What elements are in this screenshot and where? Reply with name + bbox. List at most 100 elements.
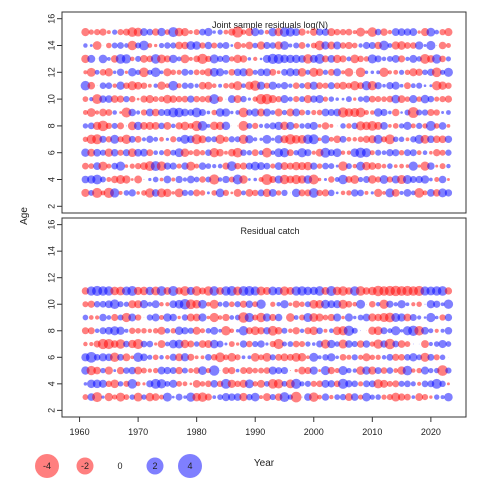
bubble <box>227 379 236 388</box>
bubble <box>134 314 142 321</box>
bubble <box>157 27 166 37</box>
bubble <box>165 302 170 307</box>
bubble <box>293 96 300 103</box>
bubble <box>291 352 301 362</box>
bubble <box>240 149 247 156</box>
bubble <box>127 68 137 77</box>
bubble <box>356 340 365 348</box>
bubble <box>274 108 283 117</box>
bubble <box>374 55 382 63</box>
bubble <box>368 162 377 170</box>
bubble <box>321 189 330 197</box>
bubble <box>424 303 426 305</box>
bubble <box>239 340 248 348</box>
bubble <box>358 394 364 400</box>
bubble <box>115 161 126 171</box>
y-tick-label: 4 <box>46 381 56 386</box>
legend-entry: -4 <box>35 454 59 478</box>
bubble <box>268 81 277 90</box>
bubble <box>252 42 259 49</box>
bubble <box>145 392 155 402</box>
bubble <box>148 177 152 182</box>
bubble <box>321 299 330 309</box>
bubble <box>333 54 342 64</box>
bubble <box>268 95 277 104</box>
bubble <box>188 69 194 75</box>
bubble <box>423 316 427 319</box>
bubble <box>350 54 360 64</box>
bubble <box>399 83 404 88</box>
bubble <box>427 353 435 361</box>
bubble <box>140 148 148 157</box>
bubble <box>355 286 366 296</box>
bubble <box>136 191 140 195</box>
bubble <box>444 287 453 295</box>
bubble <box>121 312 132 323</box>
bubble <box>392 123 399 129</box>
bubble <box>186 161 196 171</box>
bubble <box>82 162 89 170</box>
bubble <box>233 54 242 64</box>
bubble <box>271 137 275 141</box>
bubble <box>403 82 411 90</box>
bubble <box>163 175 172 184</box>
bubble <box>198 81 207 90</box>
bubble <box>380 28 388 36</box>
bubble <box>391 313 401 322</box>
bubble <box>152 328 159 334</box>
bubble <box>174 326 184 335</box>
bubble <box>146 314 153 321</box>
bubble <box>205 136 212 143</box>
bubble <box>256 81 266 90</box>
bubble <box>355 67 366 78</box>
bubble <box>188 30 193 35</box>
bubble <box>322 314 329 321</box>
bubble <box>257 68 265 77</box>
bubble <box>297 175 307 184</box>
bubble <box>159 136 164 142</box>
bubble <box>280 54 289 64</box>
bubble <box>438 41 447 50</box>
bubble <box>140 353 148 362</box>
bubble <box>339 135 347 143</box>
bubble <box>289 370 291 372</box>
bubble <box>219 370 221 371</box>
bubble <box>263 367 271 374</box>
bubble <box>357 314 364 321</box>
bubble <box>193 176 200 183</box>
bubble <box>438 188 448 198</box>
bubble <box>327 82 335 90</box>
bubble <box>257 189 265 197</box>
bubble <box>92 392 103 403</box>
bubble <box>280 41 289 50</box>
bubble <box>110 188 120 198</box>
bubble <box>392 136 399 143</box>
bubble <box>415 68 423 76</box>
bubble <box>299 381 305 387</box>
bubble <box>344 67 354 77</box>
bubble <box>124 43 129 48</box>
bubble <box>211 190 218 196</box>
bubble <box>398 150 405 156</box>
bubble <box>427 162 435 170</box>
bubble <box>362 135 371 143</box>
bubble <box>404 393 411 401</box>
bubble <box>345 28 353 36</box>
bubble <box>139 286 149 296</box>
bubble <box>416 122 423 129</box>
bubble <box>362 353 371 362</box>
bubble <box>221 108 231 117</box>
bubble <box>200 328 206 334</box>
bubble <box>193 29 200 36</box>
bubble <box>230 191 234 195</box>
bubble <box>398 69 405 75</box>
bubble <box>217 96 223 102</box>
bubble <box>375 394 381 400</box>
bubble <box>99 28 107 36</box>
bubble <box>439 28 446 36</box>
bubble <box>308 188 319 198</box>
bubble <box>111 42 118 49</box>
bubble <box>416 354 423 361</box>
bubble <box>397 41 406 50</box>
bubble <box>425 120 436 131</box>
